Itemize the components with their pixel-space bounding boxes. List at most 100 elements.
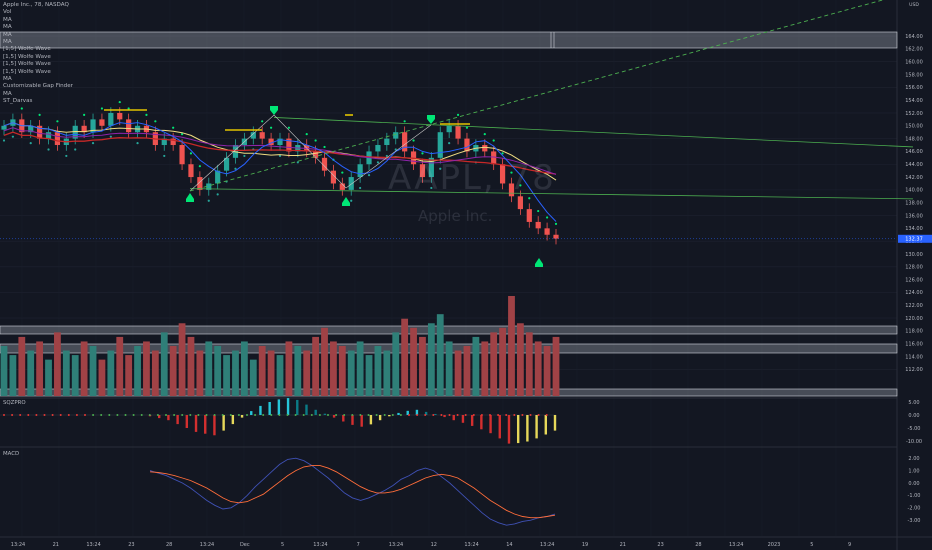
sqz-bar bbox=[424, 411, 428, 415]
legend-item[interactable]: MA bbox=[3, 16, 12, 23]
legend-item[interactable]: MA bbox=[3, 39, 12, 46]
sqz-dot bbox=[383, 414, 386, 416]
trend-dot bbox=[74, 148, 77, 151]
sqz-dot bbox=[521, 414, 524, 416]
trend-dot bbox=[394, 148, 397, 151]
sqz-dot bbox=[286, 414, 289, 416]
legend-item[interactable]: [1,5] Wolfe Wave bbox=[3, 46, 51, 53]
candle-body bbox=[553, 234, 559, 239]
sqz-dot bbox=[416, 414, 419, 416]
trend-dot bbox=[269, 126, 273, 129]
trend-dot bbox=[47, 148, 50, 151]
volume-bar bbox=[454, 350, 462, 396]
volume-bar bbox=[525, 332, 533, 396]
legend-item[interactable]: Vol bbox=[3, 9, 12, 16]
sqz-dot bbox=[156, 414, 159, 416]
sqz-bar bbox=[406, 410, 409, 415]
trend-dot bbox=[189, 152, 193, 155]
volume-bar bbox=[508, 296, 515, 396]
candle-body bbox=[517, 196, 523, 210]
trend-dot bbox=[29, 141, 32, 145]
candle-body bbox=[508, 183, 515, 197]
volume-bar bbox=[178, 323, 186, 396]
sqz-dot bbox=[391, 414, 394, 416]
sqz-dot bbox=[456, 414, 459, 416]
legend-item[interactable]: [1,5] Wolfe Wave bbox=[3, 53, 51, 60]
time-axis[interactable]: 13:24 21 13:24 23 28 13:24 Dec 5 13:24 7 13:24 12 13… bbox=[0, 536, 932, 548]
sqz-dot bbox=[43, 414, 46, 416]
candle-body bbox=[161, 138, 167, 146]
sqz-bar bbox=[351, 415, 354, 425]
legend-item[interactable]: [1,5] Wolfe Wave bbox=[3, 68, 51, 75]
volume-bar bbox=[36, 341, 44, 396]
volume-bar bbox=[107, 350, 115, 396]
volume-bar bbox=[410, 327, 417, 396]
time-tick: 7 bbox=[357, 542, 360, 548]
volume-bar bbox=[374, 346, 382, 396]
price-tick: 144.00 bbox=[905, 162, 923, 168]
candle-body bbox=[330, 170, 337, 184]
sqz-bar bbox=[369, 415, 373, 425]
trend-dot bbox=[323, 145, 326, 149]
volume-bar bbox=[294, 346, 302, 396]
sqz-dot bbox=[132, 414, 135, 416]
sqz-dot bbox=[472, 414, 475, 416]
trend-dot bbox=[198, 165, 201, 168]
time-tick: 23 bbox=[128, 542, 134, 548]
sqz-dot bbox=[432, 414, 435, 416]
sqz-bar bbox=[526, 415, 529, 442]
trend-dot bbox=[421, 152, 424, 155]
ma-line bbox=[3, 127, 557, 175]
legend-item[interactable]: Customizable Gap Finder bbox=[3, 83, 73, 90]
legend-title[interactable]: Apple Inc., 78, NASDAQ bbox=[3, 2, 69, 8]
trend-dot bbox=[412, 139, 415, 142]
candle-body bbox=[37, 125, 43, 139]
volume-bar bbox=[240, 341, 248, 396]
price-axis[interactable]: USD 112.00 114.00 116.00 118.00 120.00 122.00 1… bbox=[0, 2, 932, 524]
volume-bar bbox=[490, 332, 498, 396]
candle-body bbox=[81, 125, 87, 133]
sqz-dot bbox=[92, 414, 95, 416]
sqz-bar bbox=[480, 415, 483, 430]
legend-item[interactable]: MA bbox=[3, 76, 12, 83]
volume-bar bbox=[552, 336, 560, 396]
legend-item[interactable]: MA bbox=[3, 31, 12, 38]
candle-body bbox=[197, 177, 203, 190]
time-tick: 28 bbox=[695, 542, 701, 548]
legend-item[interactable]: MA bbox=[3, 24, 12, 31]
indicator-legend: Apple Inc., 78, NASDAQ Vol MA MA MA MA [… bbox=[3, 2, 73, 106]
sqz-bar bbox=[516, 415, 520, 444]
trend-dot bbox=[38, 113, 41, 116]
volume-bar bbox=[383, 350, 391, 396]
sqz-dot bbox=[35, 414, 38, 416]
sqz-dot bbox=[318, 414, 321, 416]
sqz-tick: 5.00 bbox=[908, 400, 919, 406]
trend-dot bbox=[234, 167, 237, 170]
candle-body bbox=[126, 119, 132, 133]
trend-dot bbox=[56, 120, 59, 123]
time-tick: 5 bbox=[281, 542, 284, 548]
trend-dot bbox=[376, 161, 380, 164]
volume-bar bbox=[312, 336, 320, 396]
legend-item[interactable]: ST_Darvas bbox=[3, 98, 33, 105]
candle-body bbox=[45, 132, 52, 139]
legend-item[interactable]: [1,5] Wolfe Wave bbox=[3, 61, 51, 68]
price-tick: 138.00 bbox=[905, 201, 923, 207]
sqz-bar bbox=[535, 415, 538, 439]
trend-dot bbox=[350, 199, 353, 202]
trend-dot bbox=[492, 139, 495, 142]
legend-item[interactable]: MA bbox=[3, 90, 12, 97]
time-tick: 23 bbox=[657, 542, 663, 548]
time-tick: 21 bbox=[53, 542, 59, 548]
sqzpro-histogram: SQZPRO bbox=[0, 398, 557, 444]
sqz-dot bbox=[408, 414, 410, 416]
volume-bar bbox=[134, 346, 141, 396]
volume-bar bbox=[330, 341, 337, 396]
candle-body bbox=[99, 119, 105, 126]
volume-bar bbox=[232, 350, 239, 396]
signal-marker bbox=[342, 197, 350, 206]
price-tick: 152.00 bbox=[905, 111, 923, 117]
sqz-bar bbox=[434, 413, 437, 415]
trend-dot bbox=[11, 135, 15, 138]
